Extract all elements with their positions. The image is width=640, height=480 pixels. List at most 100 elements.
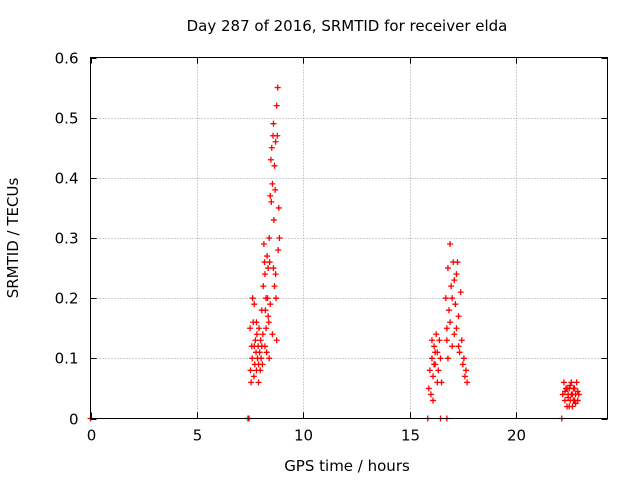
- data-point: [256, 325, 263, 332]
- y-tick-label: 0.5: [55, 110, 79, 128]
- data-point: [267, 301, 274, 308]
- y-tick-label: 0.1: [55, 350, 79, 368]
- x-tick-label: 15: [401, 427, 420, 445]
- data-point: [263, 349, 270, 356]
- data-point: [574, 388, 581, 395]
- data-point: [460, 355, 467, 362]
- data-point: [444, 355, 451, 362]
- data-point: [275, 247, 282, 254]
- data-point: [570, 397, 577, 404]
- data-point: [260, 241, 267, 248]
- data-point: [463, 367, 470, 374]
- data-point: [568, 379, 575, 386]
- data-point: [263, 295, 270, 302]
- data-point: [266, 235, 273, 241]
- data-point: [443, 325, 450, 332]
- data-point: [561, 397, 568, 404]
- data-point: [269, 331, 276, 338]
- chart-title: Day 287 of 2016, SRMTID for receiver eld…: [187, 17, 508, 35]
- data-point: [428, 355, 435, 362]
- data-point: [268, 198, 275, 205]
- data-point: [249, 355, 256, 362]
- data-point: [435, 367, 442, 374]
- data-point: [253, 331, 260, 338]
- data-point: [265, 319, 272, 326]
- data-point: [247, 367, 254, 374]
- data-point: [457, 289, 464, 296]
- data-point: [432, 349, 439, 356]
- data-point: [573, 379, 580, 386]
- data-point: [274, 84, 281, 91]
- data-point: [272, 138, 279, 145]
- data-point: [442, 295, 449, 302]
- data-point: [261, 259, 268, 266]
- y-axis-label: SRMTID / TECUs: [4, 178, 22, 299]
- data-point: [427, 391, 434, 398]
- data-point: [252, 337, 259, 344]
- data-point: [273, 295, 280, 302]
- data-point: [454, 259, 461, 266]
- data-point: [430, 373, 437, 380]
- data-point: [458, 337, 465, 344]
- data-point: [569, 391, 576, 398]
- data-point: [559, 391, 566, 398]
- x-axis-label: GPS time / hours: [284, 457, 410, 475]
- data-point: [449, 295, 456, 302]
- data-point: [455, 343, 462, 350]
- data-point: [456, 349, 463, 356]
- data-point: [428, 337, 435, 344]
- y-tick-label: 0.4: [55, 170, 79, 188]
- data-point: [256, 349, 263, 356]
- data-point: [436, 337, 443, 344]
- data-point: [270, 265, 277, 272]
- data-point: [434, 379, 441, 386]
- data-point: [464, 379, 471, 386]
- data-point: [444, 265, 451, 272]
- data-point: [269, 180, 276, 187]
- data-point: [567, 382, 574, 389]
- data-point: [274, 132, 281, 139]
- data-point: [459, 361, 466, 368]
- data-point: [270, 120, 277, 127]
- data-point: [259, 361, 266, 368]
- x-tick-label: 10: [294, 427, 313, 445]
- data-point: [448, 283, 455, 290]
- data-point: [265, 313, 272, 320]
- data-point: [253, 319, 260, 326]
- data-point: [571, 385, 578, 392]
- data-point: [272, 271, 279, 278]
- data-point: [564, 385, 571, 392]
- grid-lines: [90, 57, 608, 419]
- data-point: [452, 301, 459, 308]
- data-point: [447, 241, 454, 248]
- data-point: [258, 307, 265, 314]
- data-point: [565, 394, 572, 401]
- data-point: [449, 343, 456, 350]
- data-point: [575, 391, 582, 398]
- data-point: [258, 355, 265, 362]
- data-point: [271, 162, 278, 169]
- data-point: [447, 319, 454, 326]
- data-point: [260, 283, 267, 290]
- data-point: [453, 271, 460, 278]
- y-tick-label: 0: [69, 411, 79, 429]
- data-point: [445, 307, 452, 314]
- data-point: [247, 325, 254, 332]
- data-point: [257, 367, 264, 374]
- data-point: [461, 373, 468, 380]
- data-point: [453, 325, 460, 332]
- data-point: [267, 192, 274, 199]
- data-point: [451, 331, 458, 338]
- data-point: [433, 331, 440, 338]
- data-point: [572, 400, 579, 407]
- data-point: [443, 337, 450, 344]
- data-point: [257, 337, 264, 344]
- data-point: [249, 295, 256, 302]
- data-point: [266, 259, 273, 266]
- data-point: [426, 367, 433, 374]
- data-point: [265, 265, 272, 272]
- data-point: [270, 216, 277, 223]
- data-point: [276, 235, 283, 241]
- data-point: [263, 325, 270, 332]
